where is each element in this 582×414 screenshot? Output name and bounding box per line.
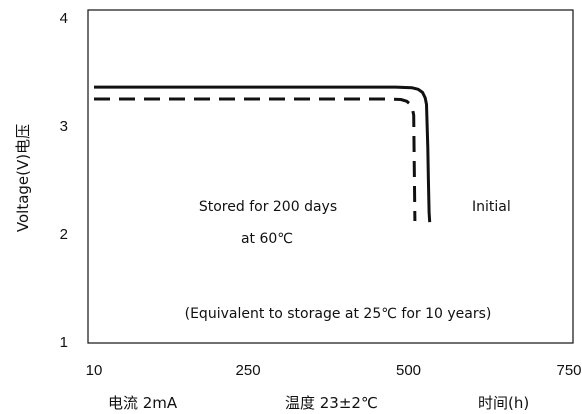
x-axis-label: 时间(h) [478,394,529,412]
condition-temperature: 温度 23±2℃ [285,394,378,412]
annotation-stored-line2: at 60℃ [241,231,293,247]
annotation-stored-line1: Stored for 200 days [199,199,337,215]
y-tick-label-3: 3 [60,118,68,135]
y-tick-label-2: 2 [60,226,68,243]
y-tick-label-1: 1 [60,334,68,351]
annotation-equivalent: (Equivalent to storage at 25℃ for 10 yea… [185,306,492,322]
condition-current: 电流 2mA [108,394,178,412]
series-line-stored [94,97,417,222]
x-tick-label-250: 250 [236,362,261,379]
x-tick-label-10: 10 [86,362,103,379]
x-tick-label-500: 500 [396,362,421,379]
series-line-initial [94,85,432,223]
y-axis-label: Voltage(V)电压 [14,124,32,232]
plot-frame [87,9,574,344]
annotation-initial: Initial [472,199,511,215]
x-tick-label-750: 750 [556,362,581,379]
y-tick-label-4: 4 [60,10,68,27]
